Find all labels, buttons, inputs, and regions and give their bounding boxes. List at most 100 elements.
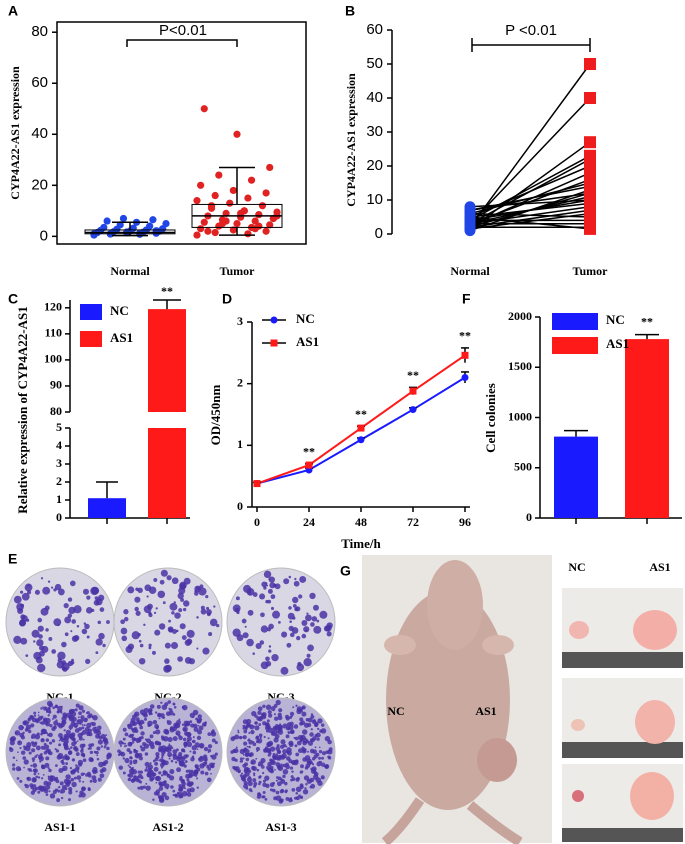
colony	[51, 717, 54, 720]
colony	[247, 738, 251, 741]
colony	[171, 611, 175, 615]
colony	[267, 710, 272, 715]
colony	[262, 771, 265, 775]
legend-label: NC	[606, 312, 625, 327]
colony	[163, 665, 171, 673]
colony	[56, 754, 62, 760]
colony	[134, 606, 139, 612]
tumor-photos	[562, 588, 683, 842]
colony	[170, 759, 174, 763]
colony	[48, 790, 51, 793]
colony	[75, 790, 78, 793]
dot	[211, 228, 219, 237]
x-tick-label: 96	[459, 515, 471, 529]
colony	[186, 788, 192, 793]
colony	[199, 763, 205, 769]
colony	[33, 714, 37, 717]
colony	[41, 738, 45, 741]
colony	[183, 600, 190, 607]
colony	[40, 707, 43, 710]
colony	[247, 609, 254, 616]
colony	[45, 784, 51, 790]
colony	[143, 714, 146, 717]
colony	[241, 772, 244, 775]
colony	[158, 717, 161, 720]
colony	[256, 738, 263, 744]
colony	[315, 732, 321, 738]
colony	[19, 779, 23, 783]
panel-letter: F	[462, 291, 471, 307]
colony	[196, 616, 199, 619]
colony	[294, 577, 297, 581]
colony	[63, 729, 66, 732]
colony	[316, 737, 320, 741]
colony	[26, 727, 29, 729]
colony	[154, 629, 161, 636]
colony	[281, 764, 284, 767]
colony	[91, 721, 96, 727]
colony	[311, 763, 315, 766]
colony	[259, 793, 262, 796]
colony	[9, 740, 15, 746]
colony	[266, 741, 272, 748]
colony	[88, 743, 93, 748]
colony	[301, 620, 308, 627]
colony	[139, 643, 144, 648]
colony	[276, 725, 282, 731]
colony	[289, 721, 294, 727]
colony	[73, 634, 80, 641]
colony	[19, 619, 26, 627]
colony	[167, 626, 174, 633]
colony	[242, 724, 246, 728]
colony	[156, 704, 161, 709]
colony	[74, 728, 80, 733]
colony	[154, 724, 160, 729]
colony	[20, 614, 26, 620]
colony	[138, 657, 146, 665]
dot	[149, 216, 157, 224]
colony	[57, 588, 65, 596]
colony	[102, 643, 106, 648]
colony	[207, 732, 212, 736]
y-axis-label: Cell colonies	[483, 383, 498, 453]
dot	[200, 218, 208, 226]
colony	[23, 745, 26, 749]
colony	[216, 623, 220, 628]
colony	[144, 761, 150, 767]
colony	[232, 604, 241, 613]
colony	[315, 752, 320, 757]
colony	[31, 757, 36, 761]
colony	[86, 635, 90, 639]
y-tick-label: 40	[31, 125, 48, 142]
colony	[307, 644, 314, 652]
colony	[310, 728, 313, 731]
x-tick-label: Tumor	[573, 264, 609, 278]
y-tick-label: 50	[366, 55, 383, 72]
colony	[186, 638, 193, 645]
colony	[97, 739, 104, 745]
colony	[43, 780, 49, 786]
colony	[165, 746, 172, 753]
dot	[159, 225, 167, 233]
colony	[159, 758, 164, 763]
colony	[91, 608, 95, 612]
colony	[30, 736, 34, 739]
colony	[126, 748, 131, 752]
colony	[168, 757, 171, 760]
colony	[161, 799, 164, 802]
colony	[307, 717, 313, 723]
colony	[53, 618, 62, 627]
colony	[294, 744, 298, 748]
colony	[70, 711, 77, 717]
colony	[174, 612, 181, 619]
colony	[172, 749, 178, 755]
colony	[138, 756, 143, 761]
plot-frame	[56, 21, 307, 245]
colony	[15, 766, 21, 772]
colony	[68, 747, 71, 751]
colony	[47, 706, 51, 710]
colony	[80, 715, 85, 720]
square	[584, 222, 596, 235]
colony	[316, 761, 322, 767]
colony	[70, 746, 73, 749]
